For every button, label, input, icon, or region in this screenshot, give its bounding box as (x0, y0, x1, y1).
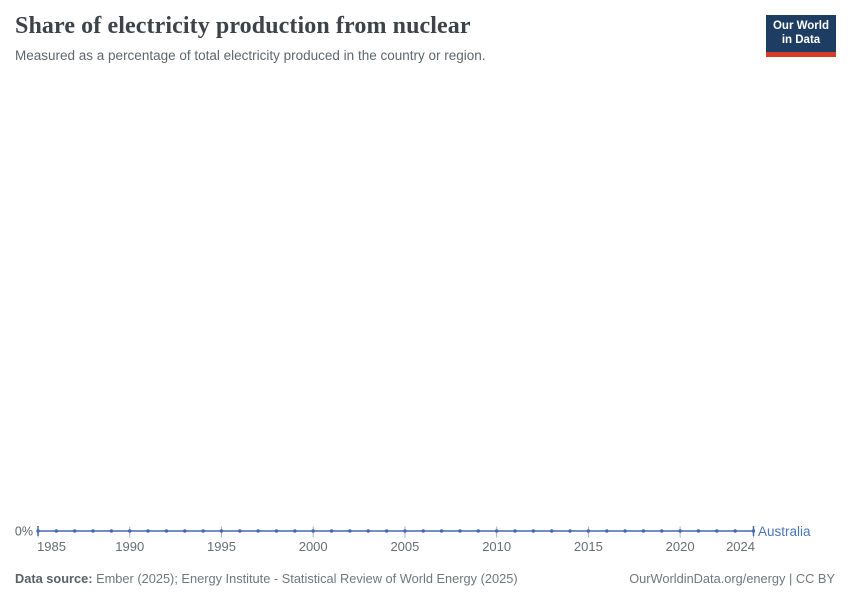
data-point (623, 529, 627, 533)
data-point (641, 529, 646, 533)
data-point (678, 529, 682, 533)
chart-header: Share of electricity production from nuc… (15, 13, 745, 64)
data-point (54, 529, 59, 533)
data-source-text: Ember (2025); Energy Institute - Statist… (92, 570, 518, 586)
x-tick-label: 2024 (726, 539, 755, 554)
data-point (293, 529, 297, 533)
data-point (109, 529, 114, 533)
data-source-label: Data source: (15, 570, 93, 586)
x-tick-label: 1990 (115, 539, 144, 554)
data-point (72, 529, 77, 533)
data-point (403, 529, 407, 533)
x-tick-label: 2000 (299, 539, 328, 554)
data-point (531, 529, 536, 533)
data-point (274, 529, 279, 533)
page-title: Share of electricity production from nuc… (15, 13, 471, 39)
chart-subtitle: Measured as a percentage of total electr… (15, 47, 486, 63)
data-source-note: Data source: Ember (2025); Energy Instit… (15, 571, 518, 586)
entity-label[interactable]: Australia (758, 524, 811, 539)
data-point (715, 529, 719, 533)
data-point (348, 529, 352, 533)
data-point (36, 529, 40, 533)
x-tick-label: 2015 (574, 539, 603, 554)
owid-logo-line1: Our World (772, 20, 829, 32)
chart-footer: Data source: Ember (2025); Energy Instit… (15, 571, 835, 586)
owid-logo[interactable]: Our World in Data (766, 15, 836, 57)
data-point (219, 529, 224, 533)
data-point (458, 529, 462, 533)
data-point (146, 529, 150, 533)
data-point (696, 529, 701, 533)
data-point (366, 529, 370, 533)
data-point (476, 529, 481, 533)
data-point (586, 529, 591, 533)
data-point (513, 529, 517, 533)
y-tick-label: 0% (15, 525, 33, 539)
data-point (164, 529, 169, 533)
attribution-link[interactable]: OurWorldinData.org/energy | CC BY (629, 570, 835, 586)
data-point (660, 529, 664, 533)
data-point (201, 529, 205, 533)
data-point (751, 529, 756, 533)
x-tick-label: 2020 (666, 539, 695, 554)
data-point (733, 529, 737, 533)
data-point (311, 529, 315, 533)
data-point (91, 529, 95, 533)
x-tick-label: 1995 (207, 539, 236, 554)
data-point (256, 529, 260, 533)
data-point (494, 529, 499, 533)
x-tick-label: 1985 (37, 539, 66, 554)
x-tick-label: 2010 (482, 539, 511, 554)
data-point (605, 529, 609, 533)
data-point (183, 529, 187, 533)
data-point (421, 529, 425, 533)
owid-logo-line2: in Data (781, 33, 821, 46)
data-point (238, 529, 242, 533)
data-point (439, 529, 444, 533)
x-tick-label: 2005 (390, 539, 419, 554)
data-point (384, 529, 389, 533)
data-point (329, 529, 334, 533)
data-point (568, 529, 572, 533)
data-point (128, 529, 132, 533)
data-point (549, 529, 554, 533)
